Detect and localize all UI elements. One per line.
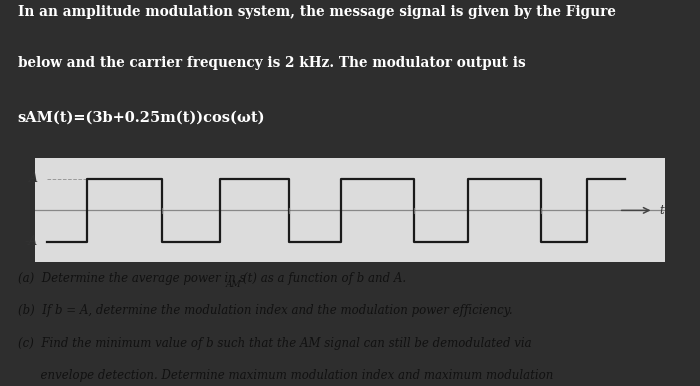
Text: In an amplitude modulation system, the message signal is given by the Figure: In an amplitude modulation system, the m… (18, 5, 615, 19)
Text: (a)  Determine the average power in s: (a) Determine the average power in s (18, 273, 245, 285)
Text: envelope detection. Determine maximum modulation index and maximum modulation: envelope detection. Determine maximum mo… (18, 369, 553, 382)
Text: sAM(t)=(3b+0.25m(t))cos(ωt): sAM(t)=(3b+0.25m(t))cos(ωt) (18, 110, 265, 125)
Text: (t) as a function of b and A.: (t) as a function of b and A. (243, 273, 406, 285)
Text: t: t (659, 204, 664, 217)
Text: -A: -A (25, 235, 38, 249)
Text: (b)  If b = A, determine the modulation index and the modulation power efficienc: (b) If b = A, determine the modulation i… (18, 305, 512, 317)
Text: A: A (29, 172, 38, 185)
Text: AM: AM (226, 280, 242, 289)
Text: below and the carrier frequency is 2 kHz. The modulator output is: below and the carrier frequency is 2 kHz… (18, 56, 525, 70)
Text: (c)  Find the minimum value of b such that the AM signal can still be demodulate: (c) Find the minimum value of b such tha… (18, 337, 531, 350)
